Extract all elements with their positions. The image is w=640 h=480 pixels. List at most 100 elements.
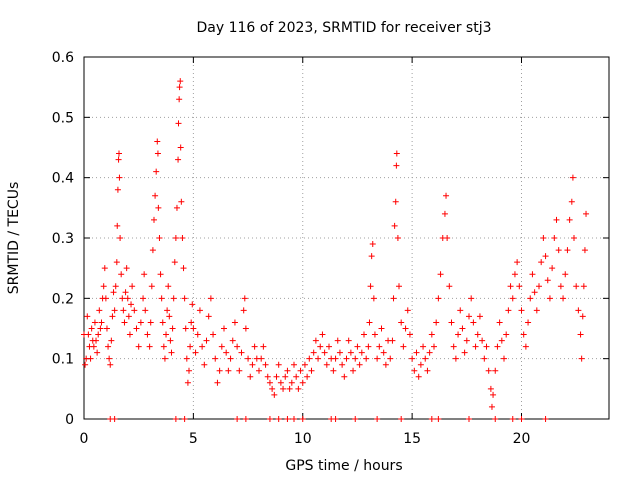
baseline-data-point — [299, 416, 306, 422]
data-point — [321, 349, 328, 356]
data-point — [249, 361, 256, 368]
data-point — [505, 307, 512, 314]
data-point — [323, 361, 330, 368]
data-point — [560, 295, 567, 302]
data-point — [371, 331, 378, 338]
data-point — [186, 367, 192, 374]
data-point — [358, 349, 365, 356]
data-point — [91, 319, 98, 326]
y-tick-label: 0.3 — [52, 231, 74, 247]
baseline-data-point — [242, 416, 249, 422]
data-point — [354, 343, 361, 350]
data-point — [201, 361, 208, 368]
data-point — [580, 283, 587, 290]
data-point — [367, 283, 374, 290]
data-point — [518, 307, 525, 314]
data-point — [102, 295, 109, 302]
data-point — [147, 319, 154, 326]
data-point — [498, 337, 505, 344]
data-point — [466, 313, 472, 320]
data-point — [343, 355, 350, 362]
data-point — [435, 295, 442, 302]
data-point — [192, 349, 199, 356]
data-point — [352, 355, 359, 362]
x-tick-label: 5 — [189, 431, 198, 447]
data-point — [463, 337, 470, 344]
baseline-data-point — [542, 416, 549, 422]
data-point — [509, 295, 516, 302]
data-point — [129, 283, 136, 290]
data-point — [172, 235, 179, 241]
data-point — [167, 337, 174, 344]
data-point — [347, 349, 354, 356]
data-point — [496, 319, 503, 326]
x-axis-label: GPS time / hours — [285, 458, 402, 474]
data-point — [345, 337, 352, 344]
data-point — [411, 367, 418, 374]
data-point — [581, 247, 588, 254]
data-point — [297, 367, 304, 374]
data-point — [551, 235, 558, 241]
y-tick-label: 0 — [65, 412, 74, 428]
data-point — [566, 216, 573, 223]
data-point — [238, 349, 245, 356]
data-point — [113, 259, 120, 266]
data-point — [400, 343, 407, 350]
data-point — [424, 367, 431, 374]
data-point — [115, 156, 122, 163]
data-point — [356, 361, 363, 368]
data-point — [240, 307, 247, 314]
data-point — [579, 313, 586, 320]
data-point — [225, 367, 232, 374]
data-point — [100, 283, 107, 290]
data-point — [84, 313, 91, 320]
data-point — [443, 192, 450, 199]
data-point — [163, 331, 170, 338]
data-point — [396, 283, 402, 290]
data-point — [179, 235, 186, 241]
baseline-data-point — [275, 416, 282, 422]
data-point — [116, 150, 122, 157]
data-point — [128, 301, 135, 308]
data-point — [433, 319, 440, 326]
data-point — [577, 331, 584, 338]
x-tick-label: 0 — [80, 431, 89, 447]
data-point — [234, 343, 241, 350]
data-point — [196, 307, 203, 314]
data-point — [194, 331, 201, 338]
data-point — [476, 313, 483, 320]
data-point — [562, 271, 569, 278]
data-point — [109, 313, 116, 320]
data-point — [437, 271, 444, 278]
data-point — [98, 319, 105, 326]
data-point — [332, 355, 339, 362]
data-point — [160, 343, 167, 350]
baseline-data-point — [518, 416, 525, 422]
data-point — [221, 325, 227, 332]
data-point — [527, 295, 534, 302]
data-point — [455, 331, 462, 338]
data-point — [544, 277, 551, 284]
baseline-data-point — [374, 416, 381, 422]
data-point — [199, 343, 206, 350]
data-point — [387, 355, 394, 362]
y-tick-label: 0.1 — [52, 352, 74, 368]
data-point — [441, 210, 448, 217]
data-point — [110, 289, 117, 296]
data-point — [280, 385, 287, 392]
data-point — [158, 295, 165, 302]
data-point — [151, 216, 157, 223]
plot-frame — [83, 56, 610, 420]
data-point — [256, 367, 262, 374]
data-points — [81, 78, 590, 422]
data-point — [341, 373, 348, 380]
data-point — [446, 283, 453, 290]
baseline-data-point — [332, 416, 339, 422]
data-point — [459, 325, 466, 332]
data-point — [393, 162, 400, 169]
data-point — [176, 84, 183, 91]
data-point — [304, 373, 311, 380]
baseline-data-point — [466, 416, 472, 422]
baseline-data-point — [435, 416, 442, 422]
data-point — [181, 295, 188, 302]
